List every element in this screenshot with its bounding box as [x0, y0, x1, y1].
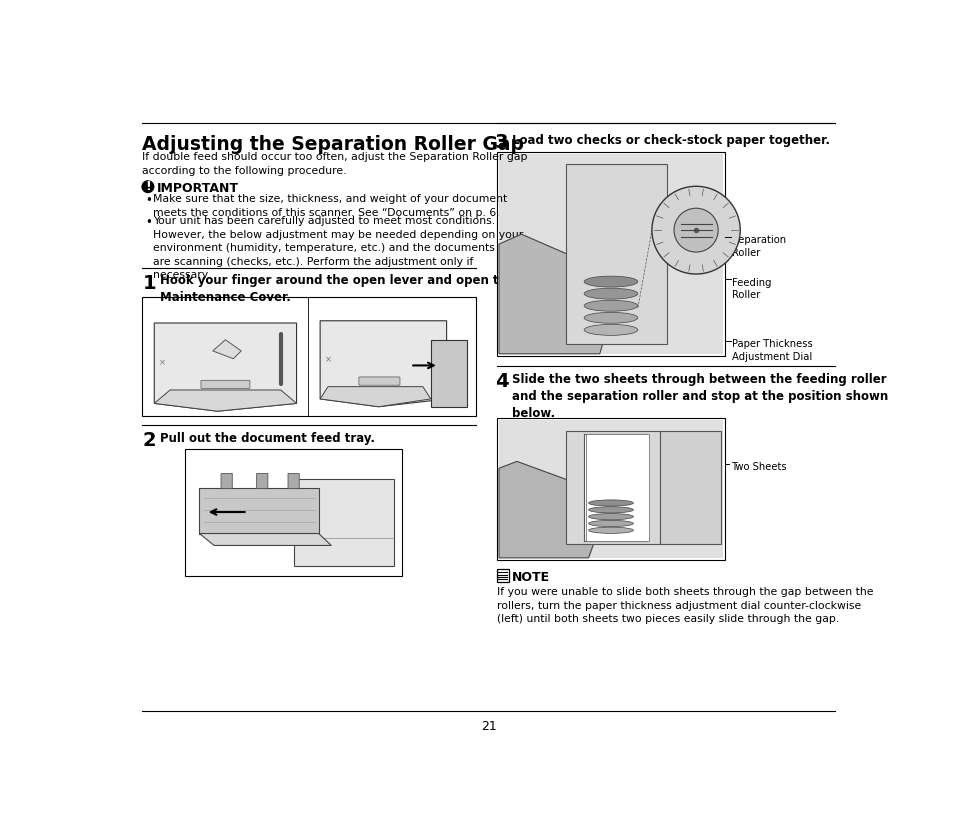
Polygon shape [320, 321, 446, 407]
FancyBboxPatch shape [498, 155, 722, 354]
Text: If double feed should occur too often, adjust the Separation Roller gap
accordin: If double feed should occur too often, a… [142, 152, 527, 176]
Polygon shape [294, 479, 394, 566]
Circle shape [674, 209, 718, 252]
Polygon shape [154, 390, 296, 411]
Text: 3: 3 [495, 133, 508, 152]
Polygon shape [199, 488, 318, 533]
Text: !: ! [145, 180, 151, 193]
FancyBboxPatch shape [142, 297, 476, 416]
Text: Feeding
Roller: Feeding Roller [732, 277, 771, 300]
FancyBboxPatch shape [256, 474, 268, 488]
Text: $\times$: $\times$ [158, 357, 166, 366]
Text: Make sure that the size, thickness, and weight of your document
meets the condit: Make sure that the size, thickness, and … [153, 195, 507, 218]
Ellipse shape [583, 288, 638, 299]
FancyBboxPatch shape [185, 448, 402, 576]
Ellipse shape [583, 325, 638, 335]
Text: Paper Thickness
Adjustment Dial: Paper Thickness Adjustment Dial [732, 339, 812, 362]
Polygon shape [498, 461, 610, 558]
Text: 21: 21 [480, 721, 497, 733]
FancyBboxPatch shape [583, 434, 646, 542]
Polygon shape [199, 533, 331, 546]
Circle shape [651, 187, 740, 274]
Ellipse shape [588, 506, 633, 513]
Text: Hook your finger around the open lever and open the
Maintenance Cover.: Hook your finger around the open lever a… [159, 275, 514, 304]
Polygon shape [320, 387, 431, 407]
Text: 4: 4 [495, 372, 508, 391]
FancyBboxPatch shape [358, 377, 399, 385]
FancyBboxPatch shape [497, 569, 509, 582]
Polygon shape [565, 164, 666, 344]
Text: •: • [146, 216, 152, 229]
FancyBboxPatch shape [201, 380, 250, 389]
Text: Pull out the document feed tray.: Pull out the document feed tray. [159, 432, 375, 444]
Text: 2: 2 [142, 431, 156, 450]
Polygon shape [431, 339, 467, 407]
FancyBboxPatch shape [498, 420, 722, 558]
Text: Separation
Roller: Separation Roller [732, 236, 785, 258]
Ellipse shape [588, 514, 633, 519]
Ellipse shape [588, 527, 633, 533]
Text: Load two checks or check-stock paper together.: Load two checks or check-stock paper tog… [512, 133, 829, 146]
FancyBboxPatch shape [221, 474, 232, 488]
Circle shape [142, 181, 153, 192]
FancyBboxPatch shape [586, 434, 648, 542]
Text: •: • [146, 195, 152, 208]
Ellipse shape [588, 500, 633, 506]
Ellipse shape [583, 300, 638, 311]
Text: Adjusting the Separation Roller Gap: Adjusting the Separation Roller Gap [142, 135, 524, 154]
FancyBboxPatch shape [288, 474, 299, 488]
Ellipse shape [588, 520, 633, 527]
Text: Two Sheets: Two Sheets [730, 462, 785, 472]
Text: IMPORTANT: IMPORTANT [156, 182, 238, 195]
Ellipse shape [583, 312, 638, 323]
FancyBboxPatch shape [659, 431, 720, 544]
Text: $\times$: $\times$ [324, 355, 332, 365]
Polygon shape [213, 339, 241, 359]
FancyBboxPatch shape [497, 418, 724, 560]
Text: Your unit has been carefully adjusted to meet most conditions.
However, the belo: Your unit has been carefully adjusted to… [153, 216, 523, 281]
Polygon shape [154, 323, 296, 411]
Text: If you were unable to slide both sheets through the gap between the
rollers, tur: If you were unable to slide both sheets … [497, 587, 872, 624]
Ellipse shape [583, 276, 638, 287]
Text: Slide the two sheets through between the feeding roller
and the separation rolle: Slide the two sheets through between the… [512, 373, 887, 420]
Text: NOTE: NOTE [512, 571, 550, 584]
Polygon shape [498, 234, 621, 354]
Polygon shape [565, 431, 659, 544]
FancyBboxPatch shape [497, 152, 724, 356]
Text: 1: 1 [142, 274, 156, 293]
